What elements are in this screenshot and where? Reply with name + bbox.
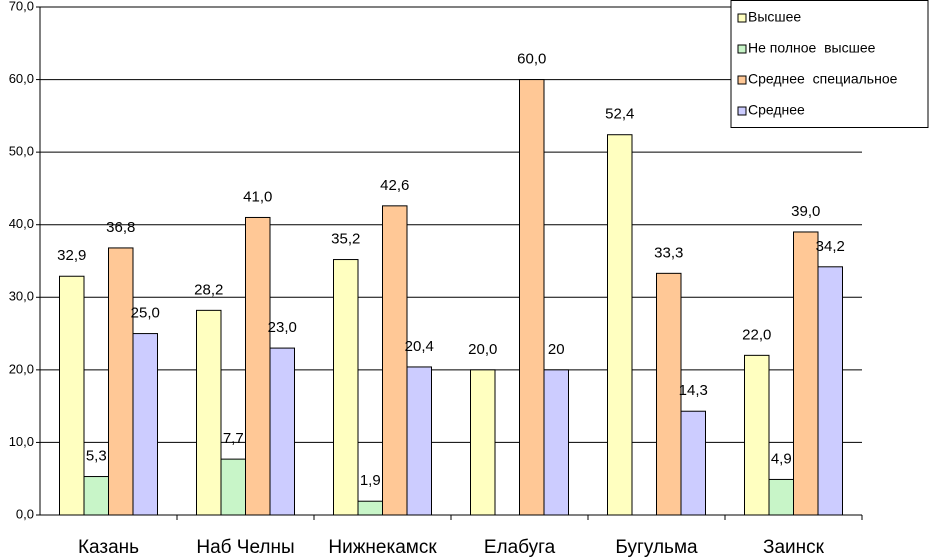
bar xyxy=(59,275,85,516)
value-label: 41,0 xyxy=(243,188,272,205)
bar xyxy=(196,309,222,516)
value-label: 36,8 xyxy=(106,219,135,236)
bar xyxy=(245,216,271,516)
y-tick-label: 10,0 xyxy=(9,434,34,449)
legend-swatch xyxy=(737,106,747,116)
bar xyxy=(220,458,246,516)
value-label: 32,9 xyxy=(57,247,86,264)
value-label: 20,4 xyxy=(405,338,434,355)
bar xyxy=(132,333,158,516)
value-label: 5,3 xyxy=(86,448,107,465)
bar xyxy=(519,79,545,516)
value-label: 28,2 xyxy=(194,281,223,298)
value-label: 34,2 xyxy=(816,238,845,255)
bar xyxy=(269,347,295,516)
value-label: 4,9 xyxy=(771,450,792,467)
bar xyxy=(543,369,569,516)
bar xyxy=(656,272,682,516)
value-label: 14,3 xyxy=(679,382,708,399)
y-tick-label: 70,0 xyxy=(9,0,34,13)
bar xyxy=(817,266,843,516)
value-label: 52,4 xyxy=(605,106,634,123)
value-label: 39,0 xyxy=(791,203,820,220)
legend-label: Не полное высшее xyxy=(748,40,876,56)
legend-label: Среднее специальное xyxy=(748,71,898,87)
value-label: 25,0 xyxy=(131,305,160,322)
bar xyxy=(382,205,408,516)
bar xyxy=(744,354,770,516)
bar xyxy=(768,478,794,516)
value-label: 35,2 xyxy=(331,231,360,248)
y-tick-label: 40,0 xyxy=(9,216,34,231)
legend-swatch xyxy=(737,75,747,85)
value-label: 22,0 xyxy=(742,326,771,343)
bar xyxy=(793,231,819,516)
bar xyxy=(680,410,706,516)
legend-box xyxy=(730,0,929,128)
y-tick-label: 0,0 xyxy=(16,506,34,521)
y-tick-label: 60,0 xyxy=(9,71,34,86)
value-label: 20 xyxy=(548,341,565,358)
x-tick-label: Наб Челны xyxy=(196,537,294,558)
value-label: 60,0 xyxy=(517,51,546,68)
bar xyxy=(607,134,633,516)
x-tick-label: Заинск xyxy=(763,537,825,558)
value-label: 20,0 xyxy=(468,341,497,358)
value-label: 42,6 xyxy=(380,177,409,194)
bar xyxy=(357,500,383,516)
bar xyxy=(108,247,134,516)
y-tick-label: 50,0 xyxy=(9,144,34,159)
bar xyxy=(333,259,359,516)
y-tick-label: 20,0 xyxy=(9,361,34,376)
legend-label: Высшее xyxy=(748,9,801,25)
value-label: 1,9 xyxy=(360,472,381,489)
legend-label: Среднее xyxy=(748,102,805,118)
bar xyxy=(83,476,109,516)
bar xyxy=(406,366,432,516)
value-label: 33,3 xyxy=(654,244,683,261)
legend-swatch xyxy=(737,13,747,23)
x-tick-label: Нижнекамск xyxy=(328,537,437,558)
y-tick-label: 30,0 xyxy=(9,289,34,304)
value-label: 23,0 xyxy=(268,319,297,336)
x-tick-label: Казань xyxy=(78,537,139,558)
x-tick-label: Бугульма xyxy=(615,537,698,558)
legend-swatch xyxy=(737,44,747,54)
value-label: 7,7 xyxy=(223,430,244,447)
bar xyxy=(470,369,496,516)
x-tick-label: Елабуга xyxy=(484,537,556,558)
